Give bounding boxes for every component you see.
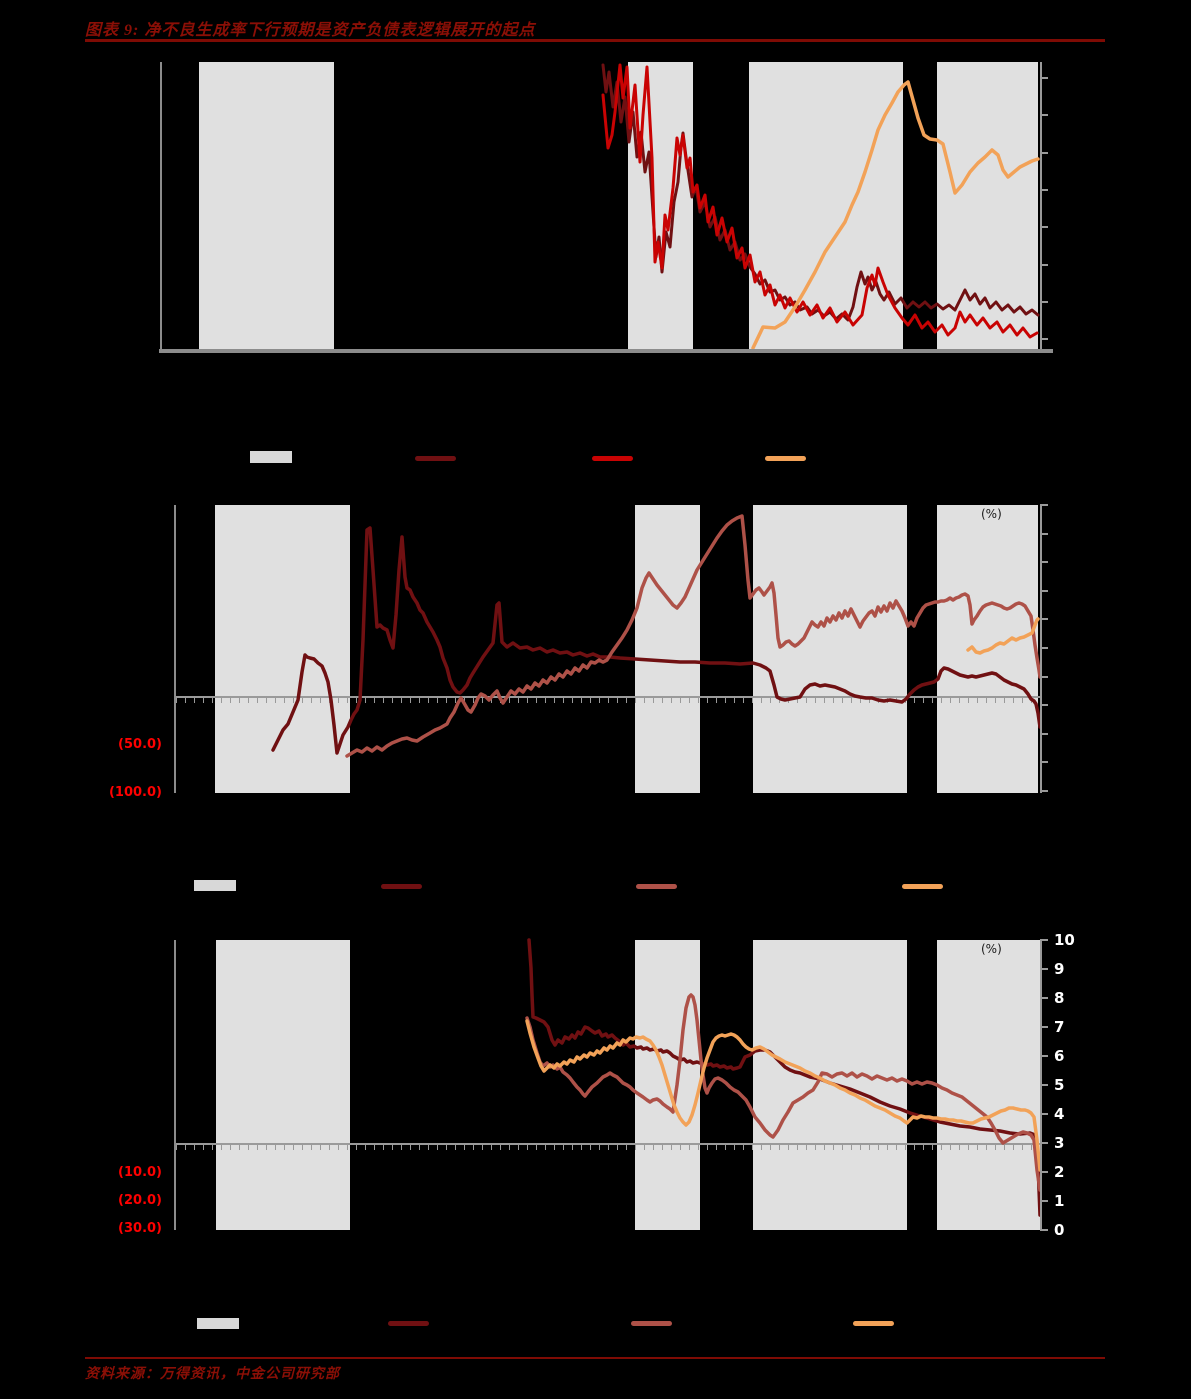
right-axis-tick (1040, 1026, 1048, 1028)
right-axis-tick (1040, 1200, 1048, 1202)
right-axis-tick (1040, 504, 1048, 506)
right-axis-tick (1040, 1171, 1048, 1173)
chart-bottom-series-canvas (525, 938, 1042, 1217)
right-axis-tick (1040, 761, 1048, 763)
right-axis-tick (1040, 676, 1048, 678)
orange-line (966, 617, 1040, 655)
right-axis-tick (1040, 733, 1048, 735)
y-axis-line (174, 940, 176, 1230)
right-axis-tick (1040, 1229, 1048, 1231)
dark-maroon-line (601, 63, 1040, 322)
right-axis-tick (1040, 301, 1048, 303)
right-axis-tick (1040, 189, 1048, 191)
right-axis-label: 6 (1054, 1047, 1065, 1065)
right-axis-label: 3 (1054, 1134, 1065, 1152)
right-axis-tick (1040, 1142, 1048, 1144)
right-axis-tick (1040, 533, 1048, 535)
recession-band (628, 62, 693, 349)
right-axis-tick (1040, 647, 1048, 649)
percent-unit-label: (%) (981, 507, 1002, 521)
right-axis-tick (1040, 968, 1048, 970)
bright-red-line (601, 63, 1039, 339)
recession-band (215, 505, 350, 793)
right-axis-label: 7 (1054, 1018, 1065, 1036)
zero-axis-line (176, 1143, 1040, 1145)
chart-middle: (50.0) (100.0) (%) (109, 504, 1048, 800)
right-axis-tick (1040, 1055, 1048, 1057)
right-axis-tick (1040, 618, 1048, 620)
dark-maroon-line (527, 938, 1042, 1217)
right-axis-label: 2 (1054, 1163, 1065, 1181)
recession-band (216, 940, 350, 1230)
orange-line (525, 1019, 1042, 1172)
right-axis-tick (1040, 704, 1048, 706)
legend-line-swatch (636, 884, 677, 889)
legend-line-swatch (853, 1321, 894, 1326)
recession-band (635, 505, 700, 793)
left-axis-label: (30.0) (118, 1221, 162, 1236)
right-axis-tick (1040, 152, 1048, 154)
recession-band (937, 940, 1040, 1230)
right-axis-tick (1040, 1084, 1048, 1086)
dark-maroon-line (271, 526, 1042, 755)
recession-band (753, 940, 907, 1230)
right-axis-tick (1040, 338, 1048, 340)
right-axis-label: 10 (1054, 931, 1075, 949)
right-axis-tick (1040, 264, 1048, 266)
right-axis-tick (1040, 561, 1048, 563)
y-axis-line (160, 62, 162, 349)
right-axis-label: 4 (1054, 1105, 1065, 1123)
legend-line-swatch (765, 456, 806, 461)
right-axis-label: 8 (1054, 989, 1065, 1007)
right-axis-label: 0 (1054, 1221, 1065, 1239)
left-axis-label: (100.0) (108, 785, 162, 800)
legend-line-swatch (631, 1321, 672, 1326)
zero-axis-ticks (176, 1145, 1040, 1150)
legend-line-swatch (415, 456, 456, 461)
brick-red-line (345, 514, 1042, 758)
right-axis-label: 5 (1054, 1076, 1065, 1094)
right-axis-tick (1040, 114, 1048, 116)
right-axis-tick (1040, 77, 1048, 79)
recession-band (753, 505, 907, 793)
source-note: 资料来源：万得资讯，中金公司研究部 (85, 1367, 340, 1382)
legend-band-swatch (197, 1318, 239, 1329)
right-axis-tick (1040, 939, 1048, 941)
legend-band-swatch (194, 880, 236, 891)
right-axis-tick (1040, 997, 1048, 999)
recession-band (199, 62, 334, 349)
title-rule (85, 39, 1105, 42)
chart-top (159, 62, 1053, 353)
right-axis-tick (1040, 790, 1048, 792)
chart-middle-series-canvas (271, 514, 1042, 758)
right-axis-line (1040, 505, 1042, 793)
left-axis-label: (10.0) (118, 1165, 162, 1180)
left-axis-label: (50.0) (118, 737, 162, 752)
legend-line-swatch (902, 884, 943, 889)
right-axis-line (1040, 62, 1042, 349)
figure-title: 图表 9: 净不良生成率下行预期是资产负债表逻辑展开的起点 (85, 22, 536, 39)
y-axis-line (174, 505, 176, 793)
percent-unit-label: (%) (981, 942, 1002, 956)
zero-axis-line (176, 696, 1040, 698)
legend-line-swatch (388, 1321, 429, 1326)
legend-line-swatch (381, 884, 422, 889)
chart-bottom: 10 9 8 7 6 5 4 3 2 1 0 (10.0) (20.0) (30.0) (%) (118, 931, 1075, 1239)
right-axis-tick (1040, 226, 1048, 228)
brick-red-line (525, 993, 1042, 1192)
right-axis-tick (1040, 590, 1048, 592)
legend-band-swatch (250, 451, 292, 463)
footer-rule (85, 1357, 1105, 1359)
right-axis-label: 9 (1054, 960, 1065, 978)
legend-line-swatch (592, 456, 633, 461)
chart-top-series-canvas (601, 63, 1040, 350)
right-axis-label: 1 (1054, 1192, 1065, 1210)
x-axis-line (159, 349, 1053, 353)
orange-line (751, 80, 1040, 350)
right-axis-tick (1040, 1113, 1048, 1115)
left-axis-label: (20.0) (118, 1193, 162, 1208)
zero-axis-ticks (176, 698, 1040, 703)
